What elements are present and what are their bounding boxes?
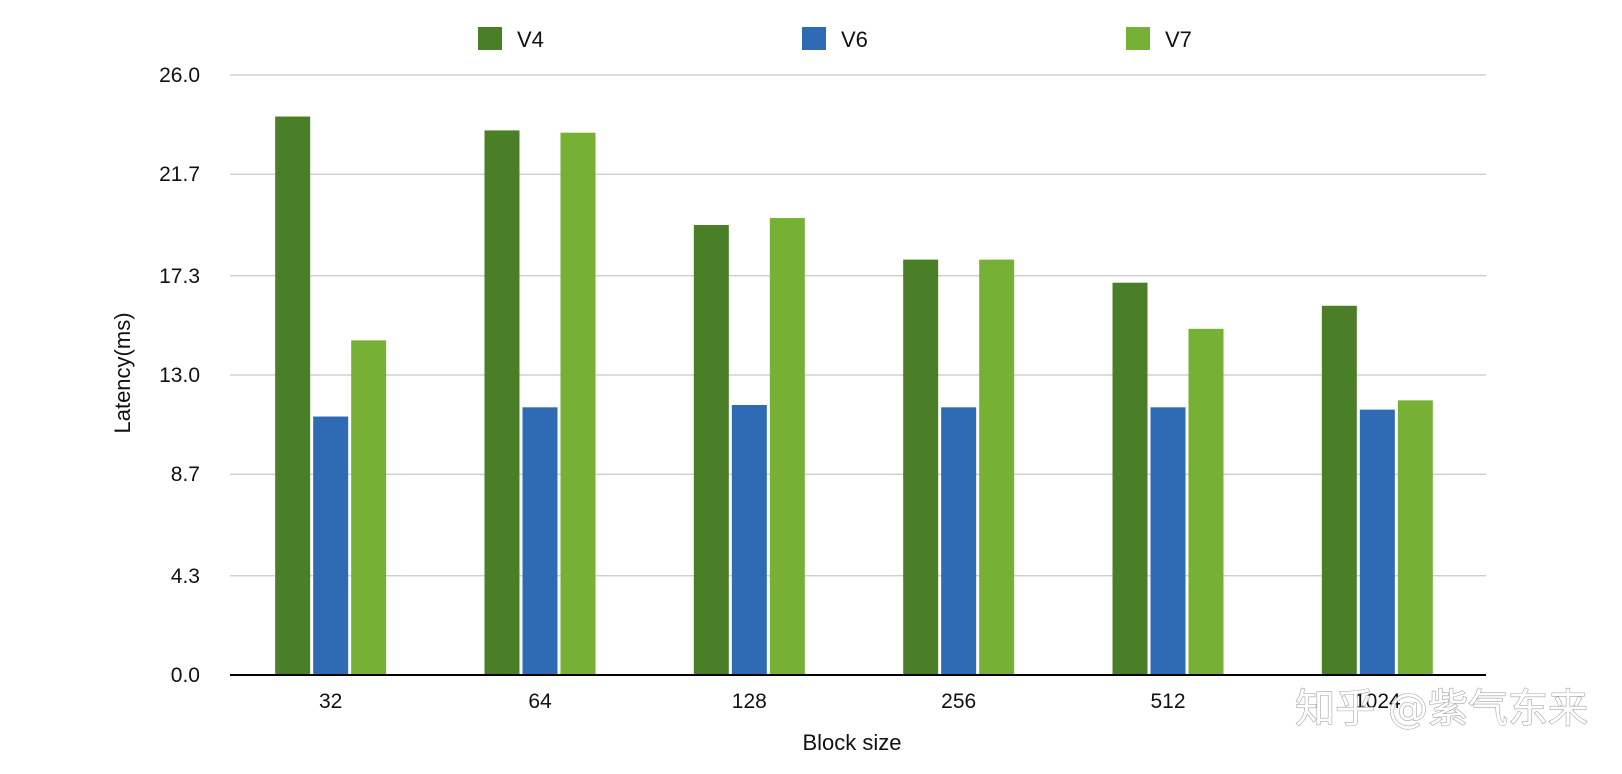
x-tick-label: 32 [319, 690, 342, 713]
y-tick-label: 26.0 [159, 64, 200, 87]
x-tick-label: 512 [1150, 690, 1185, 713]
x-tick-label: 128 [732, 690, 767, 713]
y-tick-labels: 0.0 4.3 8.7 13.0 17.3 21.7 26.0 [159, 64, 200, 687]
y-tick-label: 13.0 [159, 364, 200, 387]
y-tick-label: 4.3 [171, 565, 200, 588]
bar-v4-1024 [1321, 305, 1357, 675]
legend-label-v7: V7 [1165, 27, 1192, 52]
y-tick-label: 8.7 [171, 463, 200, 486]
bar-v6-256 [941, 407, 977, 675]
y-tick-label: 17.3 [159, 265, 200, 288]
legend-swatch-v6 [802, 27, 826, 50]
bar-v6-128 [731, 405, 767, 675]
bar-v7-256 [979, 259, 1015, 675]
x-tick-label: 64 [528, 690, 552, 713]
bar-v6-512 [1150, 407, 1186, 675]
x-tick-label: 1024 [1354, 690, 1401, 713]
y-tick-label: 21.7 [159, 163, 200, 186]
bar-v6-64 [522, 407, 558, 675]
bar-v6-1024 [1359, 409, 1395, 675]
bar-v7-512 [1188, 328, 1224, 675]
y-tick-label: 0.0 [171, 664, 200, 687]
bar-v4-256 [903, 259, 939, 675]
bar-v4-128 [693, 225, 729, 675]
bar-v4-512 [1112, 282, 1148, 675]
x-tick-labels: 32 64 128 256 512 1024 [319, 690, 1401, 713]
legend: V4 V6 V7 [478, 27, 1192, 52]
y-axis-title: Latency(ms) [110, 312, 135, 433]
gridlines [230, 74, 1486, 577]
legend-swatch-v4 [478, 27, 502, 50]
bar-v7-64 [560, 132, 596, 675]
bar-v6-32 [313, 416, 349, 675]
bar-v4-32 [275, 116, 311, 676]
bar-v4-64 [484, 130, 520, 675]
legend-label-v4: V4 [517, 27, 544, 52]
bar-v7-1024 [1397, 400, 1433, 675]
legend-label-v6: V6 [841, 27, 868, 52]
bar-v7-128 [769, 218, 805, 676]
watermark: 知乎 @紫气东来 [1295, 686, 1588, 732]
bar-v7-32 [351, 340, 387, 675]
x-axis-title: Block size [802, 730, 901, 755]
bars [275, 116, 1433, 676]
x-tick-label: 256 [941, 690, 976, 713]
legend-swatch-v7 [1126, 27, 1150, 50]
